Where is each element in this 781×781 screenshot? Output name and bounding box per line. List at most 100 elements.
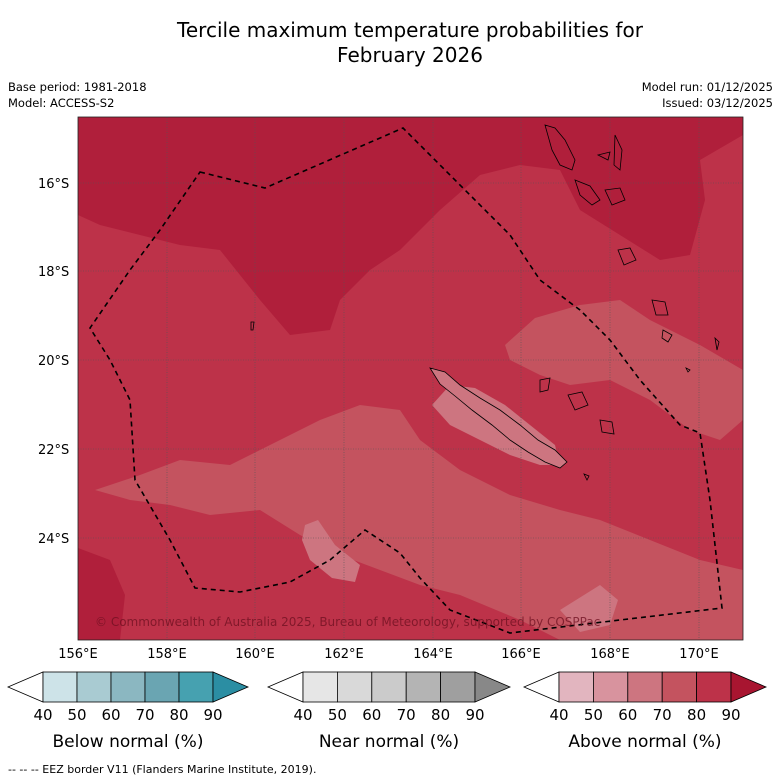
small-island-3 — [685, 367, 691, 373]
map-frame — [77, 116, 744, 641]
colorbar-swatch — [76, 671, 112, 703]
lat-label-24s: 24°S — [38, 532, 69, 547]
loyalty-island-3 — [599, 419, 615, 435]
lat-label-18s: 18°S — [38, 265, 69, 280]
graticule — [78, 117, 743, 640]
new-caledonia-island — [429, 367, 568, 469]
shade-70-80-south — [95, 405, 743, 640]
coastlines — [250, 124, 720, 481]
colorbar-swatch — [405, 671, 442, 703]
colorbar-swatch — [144, 671, 180, 703]
legend-below-normal-title: Below normal (%) — [53, 732, 204, 752]
colorbar-tick-label: 50 — [584, 706, 603, 724]
hunter-island — [661, 329, 673, 343]
loyalty-island-1 — [539, 377, 551, 393]
colorbar-swatch — [371, 671, 407, 703]
eez-border — [89, 127, 723, 634]
small-island-1 — [250, 321, 255, 331]
meta-left: Base period: 1981-2018 Model: ACCESS-S2 — [8, 79, 147, 111]
colorbar-max-triangle — [212, 671, 250, 703]
lat-label-22s: 22°S — [38, 443, 69, 458]
vanuatu-island-1 — [544, 124, 576, 171]
colorbar-max-triangle — [474, 671, 512, 703]
colorbar-swatch — [696, 671, 732, 703]
colorbar-legends: Below normal (%) 40 50 60 70 80 90 Near norma… — [6, 671, 768, 752]
legend-near-normal: Near normal (%) 40 50 60 70 80 90 — [266, 671, 512, 752]
colorbar-swatch — [440, 671, 476, 703]
map-figure: © Commonwealth of Australia 2025, Bureau… — [38, 116, 744, 660]
legend-above-normal: Above normal (%) 40 50 60 70 80 90 — [522, 671, 768, 752]
colorbar-swatch — [558, 671, 594, 703]
colorbar-min-triangle — [266, 671, 304, 703]
vanuatu-island-3 — [604, 187, 626, 206]
colorbar-tick-label: 80 — [687, 706, 706, 724]
issued-date: Issued: 03/12/2025 — [662, 96, 773, 110]
colorbar-swatch — [661, 671, 698, 703]
lon-label-164e: 164°E — [413, 647, 453, 660]
colorbar-swatch — [110, 671, 146, 703]
colorbar-tick-label: 90 — [721, 706, 740, 724]
colorbar-min-triangle — [6, 671, 44, 703]
lon-label-162e: 162°E — [324, 647, 364, 660]
shade-80-90-north — [78, 117, 743, 335]
legend-below-normal: Below normal (%) 40 50 60 70 80 90 — [6, 671, 250, 752]
colorbar-swatch — [302, 671, 338, 703]
lon-label-170e: 170°E — [679, 647, 719, 660]
lon-label-168e: 168°E — [590, 647, 630, 660]
vanuatu-island-2 — [574, 179, 601, 206]
colorbar-tick-label: 60 — [618, 706, 637, 724]
shade-70-80-centre — [505, 300, 743, 440]
colorbar-tick-label: 70 — [135, 706, 154, 724]
matthew-island — [651, 299, 669, 316]
colorbar-tick-label: 60 — [101, 706, 120, 724]
model-name: Model: ACCESS-S2 — [8, 96, 115, 110]
small-island-4 — [714, 336, 720, 351]
copyright-notice: © Commonwealth of Australia 2025, Bureau… — [95, 615, 600, 629]
colorbar-max-triangle — [730, 671, 768, 703]
colorbar-tick-label: 40 — [33, 706, 52, 724]
vanuatu-island-5 — [596, 151, 611, 161]
title-line-1: Tercile maximum temperature probabilitie… — [177, 18, 643, 42]
colorbar-tick-label: 80 — [169, 706, 188, 724]
colorbar-tick-label: 70 — [397, 706, 416, 724]
shade-60-70-south-patch — [302, 520, 360, 582]
title-line-2: February 2026 — [337, 43, 483, 67]
meta-right: Model run: 01/12/2025 Issued: 03/12/2025 — [642, 79, 773, 111]
small-island-2 — [583, 473, 590, 481]
legend-near-normal-title: Near normal (%) — [319, 732, 459, 752]
longitude-labels: 156°E 158°E 160°E 162°E 164°E 166°E 168°… — [58, 647, 719, 660]
model-run: Model run: 01/12/2025 — [641, 80, 773, 94]
colorbar-swatch — [336, 671, 373, 703]
shade-60-70-southeast-patch — [560, 585, 618, 632]
colorbar-tick-label: 50 — [67, 706, 86, 724]
lat-label-16s: 16°S — [38, 177, 69, 192]
colorbar-tick-label: 40 — [549, 706, 568, 724]
colorbar-tick-label: 40 — [293, 706, 312, 724]
vanuatu-island-4 — [613, 134, 623, 171]
lon-label-160e: 160°E — [235, 647, 275, 660]
eez-footnote: -- -- -- EEZ border V11 (Flanders Marine… — [8, 763, 317, 776]
colorbar-swatch — [627, 671, 663, 703]
colorbar-tick-label: 90 — [465, 706, 484, 724]
lon-label-166e: 166°E — [501, 647, 541, 660]
colorbar-tick-label: 80 — [431, 706, 450, 724]
legend-above-normal-title: Above normal (%) — [568, 732, 721, 752]
colorbar-swatch — [178, 671, 214, 703]
lon-label-158e: 158°E — [147, 647, 187, 660]
shade-80-90-southwest — [78, 548, 125, 640]
vanuatu-island-6 — [617, 247, 637, 266]
colorbar-tick-label: 60 — [362, 706, 381, 724]
colorbar-tick-label: 70 — [653, 706, 672, 724]
colorbar-tick-label: 90 — [203, 706, 222, 724]
colorbar-swatch — [593, 671, 629, 703]
base-period: Base period: 1981-2018 — [8, 80, 147, 94]
probability-shading: © Commonwealth of Australia 2025, Bureau… — [78, 117, 743, 640]
colorbar-min-triangle — [522, 671, 560, 703]
latitude-labels: 16°S 18°S 20°S 22°S 24°S — [38, 177, 69, 547]
map-title: Tercile maximum temperature probabilitie… — [0, 18, 781, 68]
colorbar-tick-label: 50 — [328, 706, 347, 724]
colorbar-swatch — [42, 671, 78, 703]
loyalty-island-2 — [567, 391, 589, 411]
lon-label-156e: 156°E — [58, 647, 98, 660]
lat-label-20s: 20°S — [38, 354, 69, 369]
